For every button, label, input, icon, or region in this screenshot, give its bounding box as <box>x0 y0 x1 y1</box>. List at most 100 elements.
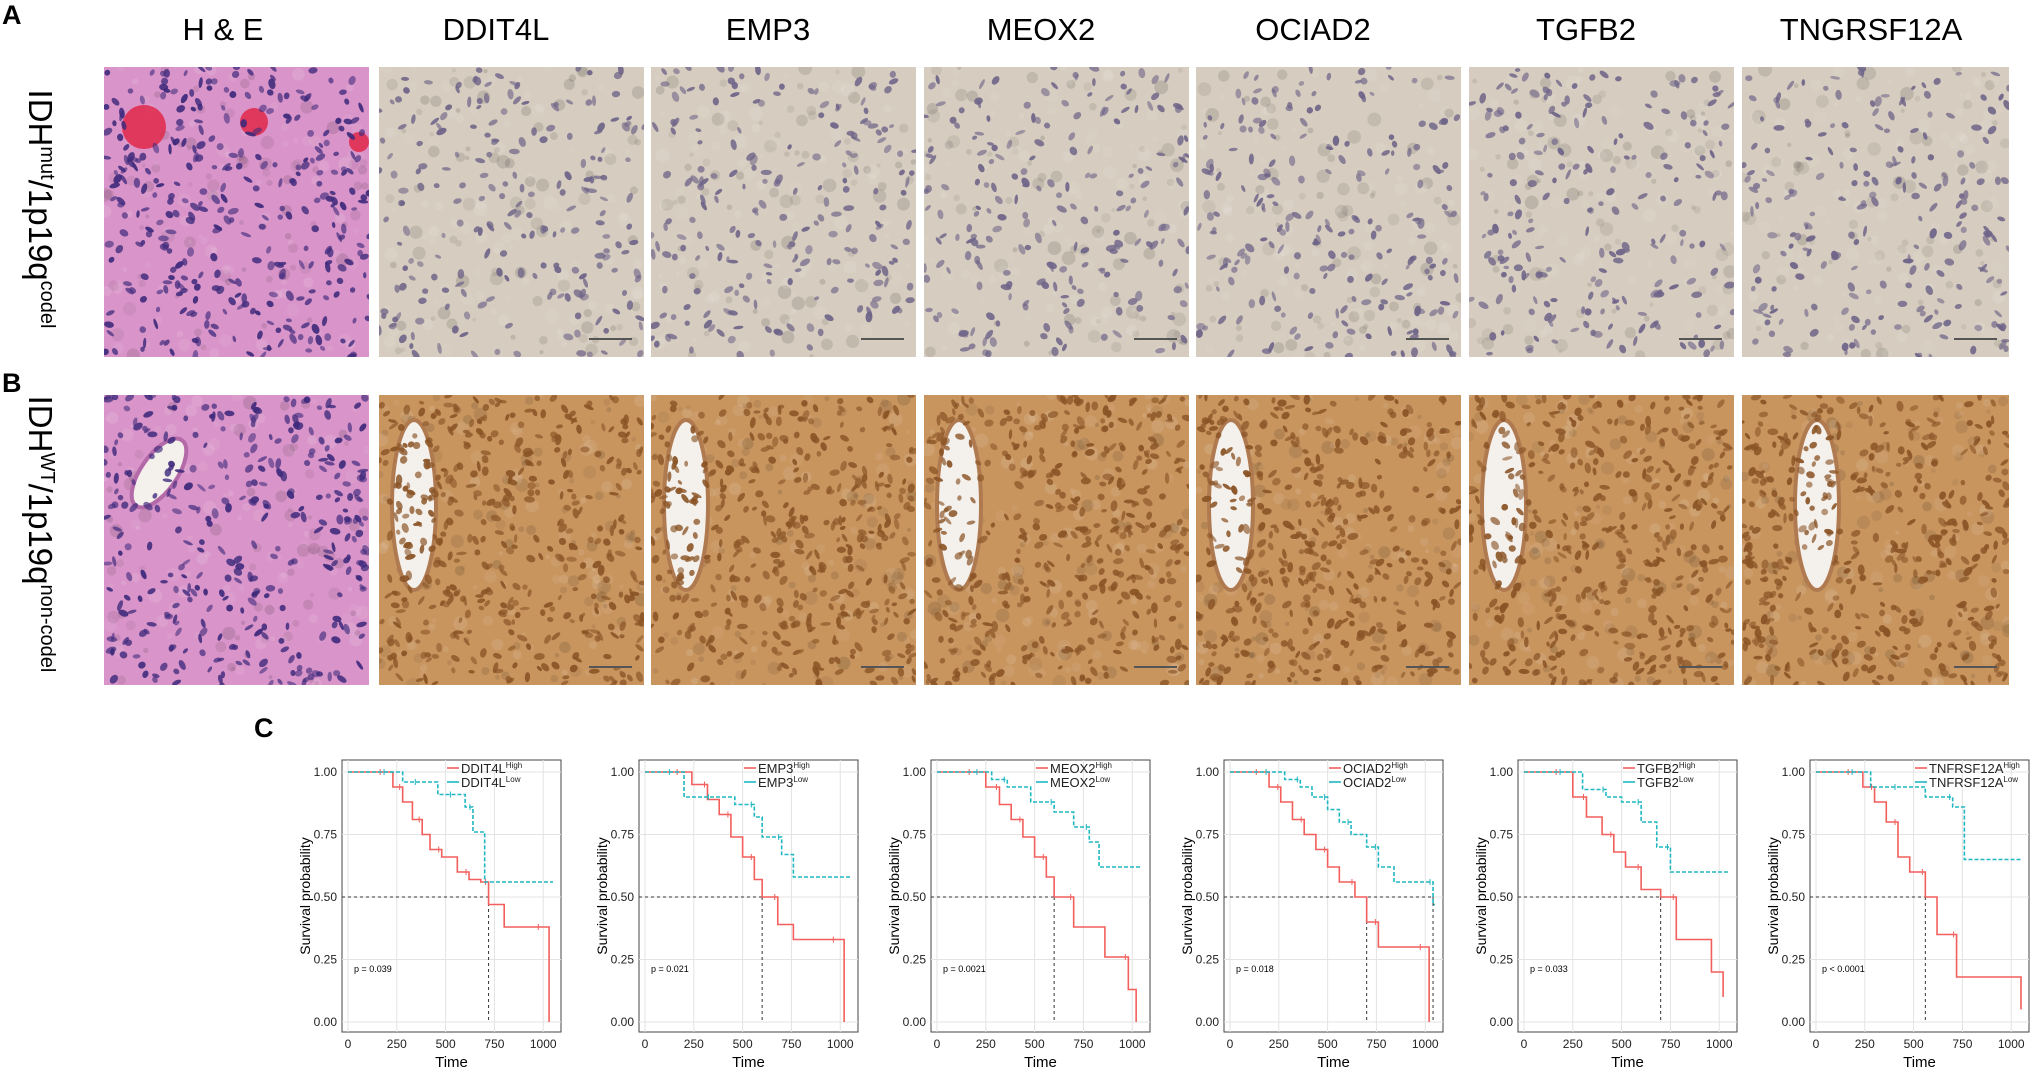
x-tick-label: 1000 <box>1119 1037 1146 1051</box>
legend-sup: Low <box>793 775 808 784</box>
x-tick-label: 500 <box>1612 1037 1632 1051</box>
histology-image <box>379 67 644 357</box>
column-title-meox2: MEOX2 <box>986 12 1096 47</box>
legend-sup: High <box>1096 761 1112 770</box>
x-tick-label: 500 <box>1025 1037 1045 1051</box>
y-tick-label: 0.75 <box>1782 828 1806 842</box>
legend-sup: Low <box>2003 775 2018 784</box>
column-title-ddit4l: DDIT4L <box>442 12 550 47</box>
y-tick-label: 1.00 <box>314 765 338 779</box>
y-tick-label: 0.50 <box>1490 890 1514 904</box>
plot-frame <box>930 759 1151 1033</box>
x-tick-label: 500 <box>1904 1037 1924 1051</box>
survival-plot-tnfrsf12a: 0.00 0.25 0.50 0.75 1.00 0 250 500 750 1000 Time Su… <box>1756 745 2033 1073</box>
survival-plot-emp3: 0.00 0.25 0.50 0.75 1.00 0 250 500 750 1000 Time Su… <box>585 745 862 1073</box>
x-tick-label: 250 <box>1269 1037 1289 1051</box>
km-curve-high <box>348 771 550 1022</box>
column-title-tngrsf12a: TNGRSF12A <box>1779 12 1963 47</box>
x-tick-label: 250 <box>387 1037 407 1051</box>
x-axis-label: Time <box>1611 1054 1644 1071</box>
x-tick-label: 750 <box>484 1037 504 1051</box>
y-tick-label: 0.25 <box>314 953 338 967</box>
p-value: p = 0.021 <box>651 964 689 974</box>
panel-label-b: B <box>2 368 22 398</box>
survival-plot-ociad2: 0.00 0.25 0.50 0.75 1.00 0 250 500 750 1000 Time Su… <box>1170 745 1447 1073</box>
y-tick-label: 0.00 <box>611 1015 635 1029</box>
km-curve-high <box>1524 771 1724 997</box>
km-curve-low <box>1230 771 1435 906</box>
plot-frame <box>1809 759 2030 1033</box>
y-tick-label: 0.25 <box>1782 953 1806 967</box>
histology-image <box>651 67 916 357</box>
y-tick-label: 0.25 <box>903 953 927 967</box>
row-label-noncodel-main: IDH <box>22 395 59 453</box>
histology-image <box>379 395 644 685</box>
y-tick-label: 0.50 <box>903 890 927 904</box>
histology-image <box>924 67 1189 357</box>
y-tick-label: 0.00 <box>903 1015 927 1029</box>
km-curve-low <box>1816 771 2021 861</box>
y-tick-label: 0.75 <box>314 828 338 842</box>
legend-sup: High <box>1391 761 1407 770</box>
x-tick-label: 250 <box>684 1037 704 1051</box>
row-label-noncodel: IDHWT/1p19qnon-codel <box>21 354 59 714</box>
km-curve-low <box>1524 771 1729 873</box>
panel-label-c: C <box>254 713 274 743</box>
histology-image <box>1742 395 2009 685</box>
legend-sup: High <box>506 761 522 770</box>
histology-image <box>1469 67 1734 357</box>
y-tick-label: 0.50 <box>1196 890 1220 904</box>
x-tick-label: 0 <box>1813 1037 1820 1051</box>
x-tick-label: 0 <box>642 1037 649 1051</box>
y-tick-label: 1.00 <box>903 765 927 779</box>
row-label-codel-sup2: codel <box>36 280 58 329</box>
histology-image <box>104 395 369 685</box>
histology-image <box>651 395 916 685</box>
legend-sup: High <box>2003 761 2019 770</box>
histology-image <box>1742 67 2009 357</box>
y-tick-label: 0.00 <box>314 1015 338 1029</box>
column-title-ociad2: OCIAD2 <box>1255 12 1371 47</box>
row-label-codel-sup1: mut <box>36 146 58 180</box>
histology-image <box>104 67 369 357</box>
p-value: p = 0.033 <box>1530 964 1568 974</box>
x-axis-label: Time <box>435 1054 468 1071</box>
p-value: p = 0.0021 <box>943 964 986 974</box>
km-curve-high <box>1816 771 2022 1010</box>
legend-label-low: TNFRSF12ALow <box>1929 775 2018 790</box>
p-value: p = 0.018 <box>1236 964 1274 974</box>
y-tick-label: 0.50 <box>1782 890 1806 904</box>
column-title-he: H & E <box>182 12 264 47</box>
legend-label-low: OCIAD2Low <box>1343 775 1406 790</box>
histology-image <box>1196 395 1461 685</box>
km-curve-low <box>348 771 553 883</box>
row-label-noncodel-sup2: non-codel <box>36 584 58 673</box>
plot-frame <box>638 759 859 1033</box>
column-title-tgfb2: TGFB2 <box>1536 12 1636 47</box>
y-tick-label: 1.00 <box>1490 765 1514 779</box>
km-curve-high <box>645 771 845 1022</box>
x-tick-label: 0 <box>1521 1037 1528 1051</box>
y-axis-label: Survival probability <box>1765 837 1781 955</box>
legend-sup: Low <box>1679 775 1694 784</box>
y-axis-label: Survival probability <box>1473 837 1489 955</box>
y-tick-label: 0.75 <box>1490 828 1514 842</box>
y-tick-label: 0.75 <box>1196 828 1220 842</box>
x-tick-label: 750 <box>1073 1037 1093 1051</box>
y-tick-label: 0.25 <box>1196 953 1220 967</box>
legend-label-low: MEOX2Low <box>1050 775 1110 790</box>
x-tick-label: 500 <box>1318 1037 1338 1051</box>
x-tick-label: 250 <box>976 1037 996 1051</box>
km-svg: 0.00 0.25 0.50 0.75 1.00 0 250 500 750 1000 Time Su… <box>1765 759 2030 1071</box>
x-tick-label: 1000 <box>1706 1037 1733 1051</box>
legend-label-high: TNFRSF12AHigh <box>1929 761 2020 776</box>
row-label-noncodel-mid: /1p19q <box>22 483 59 585</box>
km-svg: 0.00 0.25 0.50 0.75 1.00 0 250 500 750 1000 Time Su… <box>886 759 1151 1071</box>
x-tick-label: 1000 <box>827 1037 854 1051</box>
x-axis-label: Time <box>1903 1054 1936 1071</box>
legend-sup: Low <box>1391 775 1406 784</box>
plot-frame <box>1223 759 1444 1033</box>
y-tick-label: 0.00 <box>1490 1015 1514 1029</box>
x-tick-label: 750 <box>1660 1037 1680 1051</box>
row-label-codel: IDHmut/1p19qcodel <box>21 59 59 359</box>
